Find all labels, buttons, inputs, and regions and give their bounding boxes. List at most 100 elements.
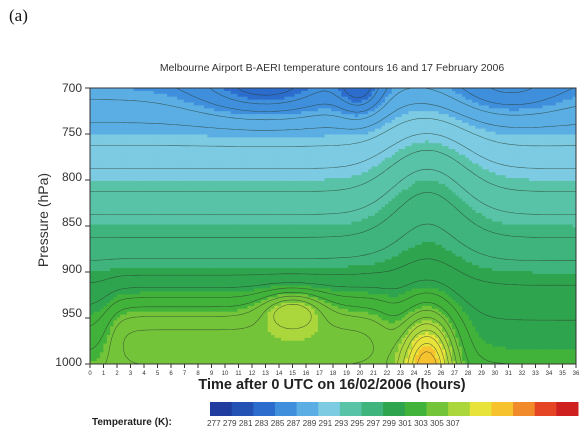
field-cell (395, 131, 399, 136)
field-cell (431, 125, 436, 130)
field-cell (254, 166, 259, 170)
field-cell (106, 134, 111, 138)
field-cell (431, 102, 436, 107)
field-cell (435, 108, 440, 112)
field-cell (90, 125, 94, 130)
field-cell (197, 119, 202, 124)
field-cell (374, 114, 379, 118)
field-cell (565, 157, 570, 162)
field-cell (247, 166, 252, 170)
field-cell (230, 119, 235, 124)
field-cell (569, 137, 574, 141)
field-cell (217, 125, 222, 130)
field-cell (502, 146, 507, 150)
field-cell (173, 119, 178, 124)
field-cell (197, 143, 202, 147)
field-cell (311, 131, 316, 136)
field-cell (254, 151, 259, 156)
field-cell (324, 105, 329, 109)
field-cell (203, 108, 208, 112)
field-cell (569, 114, 574, 118)
field-cell (130, 137, 135, 141)
field-cell (237, 149, 242, 153)
field-cell (552, 119, 557, 124)
field-cell (569, 96, 574, 101)
field-cell (217, 172, 222, 176)
field-cell (425, 143, 430, 147)
field-cell (257, 105, 262, 109)
field-cell (495, 114, 500, 118)
field-cell (431, 172, 436, 176)
field-cell (351, 108, 356, 112)
field-cell (120, 93, 125, 98)
field-cell (321, 128, 326, 133)
field-cell (475, 172, 480, 176)
field-cell (277, 146, 282, 150)
field-cell (227, 163, 232, 168)
field-cell (515, 140, 520, 144)
field-cell (227, 157, 232, 162)
field-cell (358, 128, 363, 133)
field-cell (167, 140, 172, 144)
field-cell (354, 175, 359, 179)
field-cell (210, 99, 215, 104)
field-cell (384, 88, 389, 92)
field-cell (163, 131, 168, 136)
field-cell (522, 90, 527, 95)
field-cell (140, 125, 145, 130)
field-cell (173, 172, 178, 176)
field-cell (431, 160, 436, 165)
field-cell (438, 131, 443, 136)
field-cell (100, 88, 105, 92)
field-cell (411, 96, 416, 101)
field-cell (234, 114, 239, 118)
field-cell (210, 125, 215, 130)
field-cell (351, 143, 356, 147)
field-cell (150, 88, 155, 92)
field-cell (193, 146, 198, 150)
field-cell (388, 93, 393, 98)
field-cell (294, 183, 299, 188)
field-cell (257, 154, 262, 159)
field-cell (160, 99, 165, 104)
field-cell (307, 102, 312, 107)
field-cell (234, 90, 239, 95)
field-cell (250, 111, 255, 115)
field-cell (468, 102, 473, 107)
field-cell (421, 166, 426, 170)
field-cell (364, 96, 369, 101)
field-cell (421, 117, 426, 121)
field-cell (297, 111, 302, 115)
field-cell (133, 111, 138, 115)
field-cell (539, 90, 544, 95)
field-cell (260, 137, 265, 141)
field-cell (220, 149, 225, 153)
field-cell (462, 102, 466, 107)
field-cell (532, 183, 537, 188)
field-cell (317, 105, 322, 109)
field-cell (180, 163, 185, 168)
field-cell (395, 169, 399, 173)
y-tick-label: 950 (61, 306, 82, 320)
field-cell (559, 154, 564, 159)
field-cell (193, 119, 198, 124)
field-cell (462, 105, 466, 109)
field-cell (475, 151, 480, 156)
field-cell (411, 111, 416, 115)
field-cell (398, 140, 403, 144)
field-cell (431, 99, 436, 104)
field-cell (381, 93, 386, 98)
field-cell (438, 102, 443, 107)
field-cell (130, 160, 135, 165)
field-cell (190, 172, 195, 176)
field-cell (572, 125, 576, 130)
field-cell (475, 160, 480, 165)
field-cell (140, 169, 145, 173)
field-cell (378, 131, 383, 136)
field-cell (341, 88, 346, 92)
field-cell (559, 125, 564, 130)
field-cell (545, 175, 550, 179)
field-cell (354, 119, 359, 124)
field-cell (512, 183, 517, 188)
field-cell (103, 134, 108, 138)
